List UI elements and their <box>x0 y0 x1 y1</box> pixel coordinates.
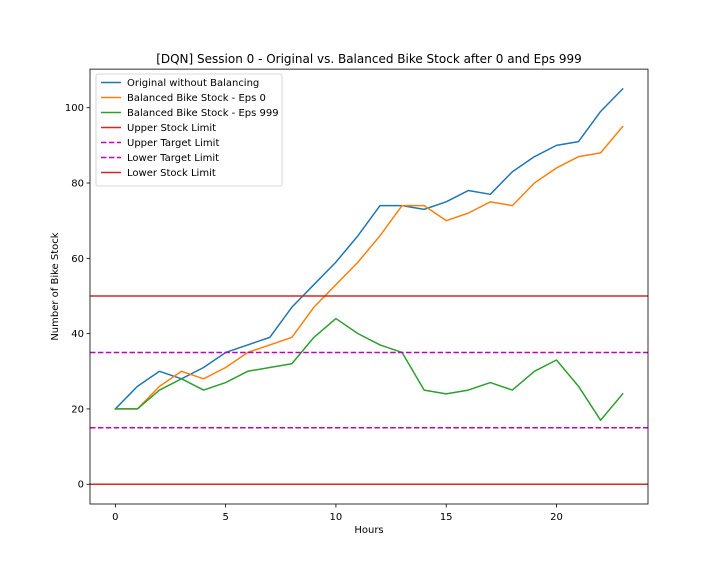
y-tick-label-2: 40 <box>71 329 84 340</box>
chart-title: [DQN] Session 0 - Original vs. Balanced … <box>156 52 582 66</box>
y-axis-label: Number of Bike Stock <box>50 232 61 340</box>
legend-box <box>95 73 283 187</box>
y-tick-label-3: 60 <box>71 254 84 265</box>
y-tick-label-1: 20 <box>71 404 84 415</box>
axis-ticks: 0 5 10 15 20 0 20 40 60 80 100 <box>65 103 563 523</box>
y-tick-label-5: 100 <box>65 103 84 114</box>
legend-label-6: Lower Stock Limit <box>127 168 216 179</box>
legend-label-3: Upper Stock Limit <box>127 123 216 134</box>
series-line-0 <box>114 87 624 410</box>
x-tick-label-2: 10 <box>330 512 343 523</box>
y-tick-label-0: 0 <box>78 480 84 491</box>
legend-label-2: Balanced Bike Stock - Eps 999 <box>127 108 279 119</box>
x-axis-label: Hours <box>354 525 383 536</box>
x-tick-label-4: 20 <box>550 512 563 523</box>
legend-label-0: Original without Balancing <box>127 78 259 89</box>
x-tick-label-0: 0 <box>112 512 118 523</box>
axes-frame <box>89 68 649 505</box>
plot-area <box>90 87 648 485</box>
series-line-2 <box>114 317 624 421</box>
y-tick-label-4: 80 <box>71 179 84 190</box>
legend-label-5: Lower Target Limit <box>127 153 219 164</box>
x-tick-label-3: 15 <box>440 512 453 523</box>
series-line-1 <box>114 125 624 410</box>
legend-label-4: Upper Target Limit <box>127 138 219 149</box>
legend: Original without Balancing Balanced Bike … <box>95 73 283 187</box>
legend-label-1: Balanced Bike Stock - Eps 0 <box>127 93 266 104</box>
x-tick-label-1: 5 <box>222 512 228 523</box>
